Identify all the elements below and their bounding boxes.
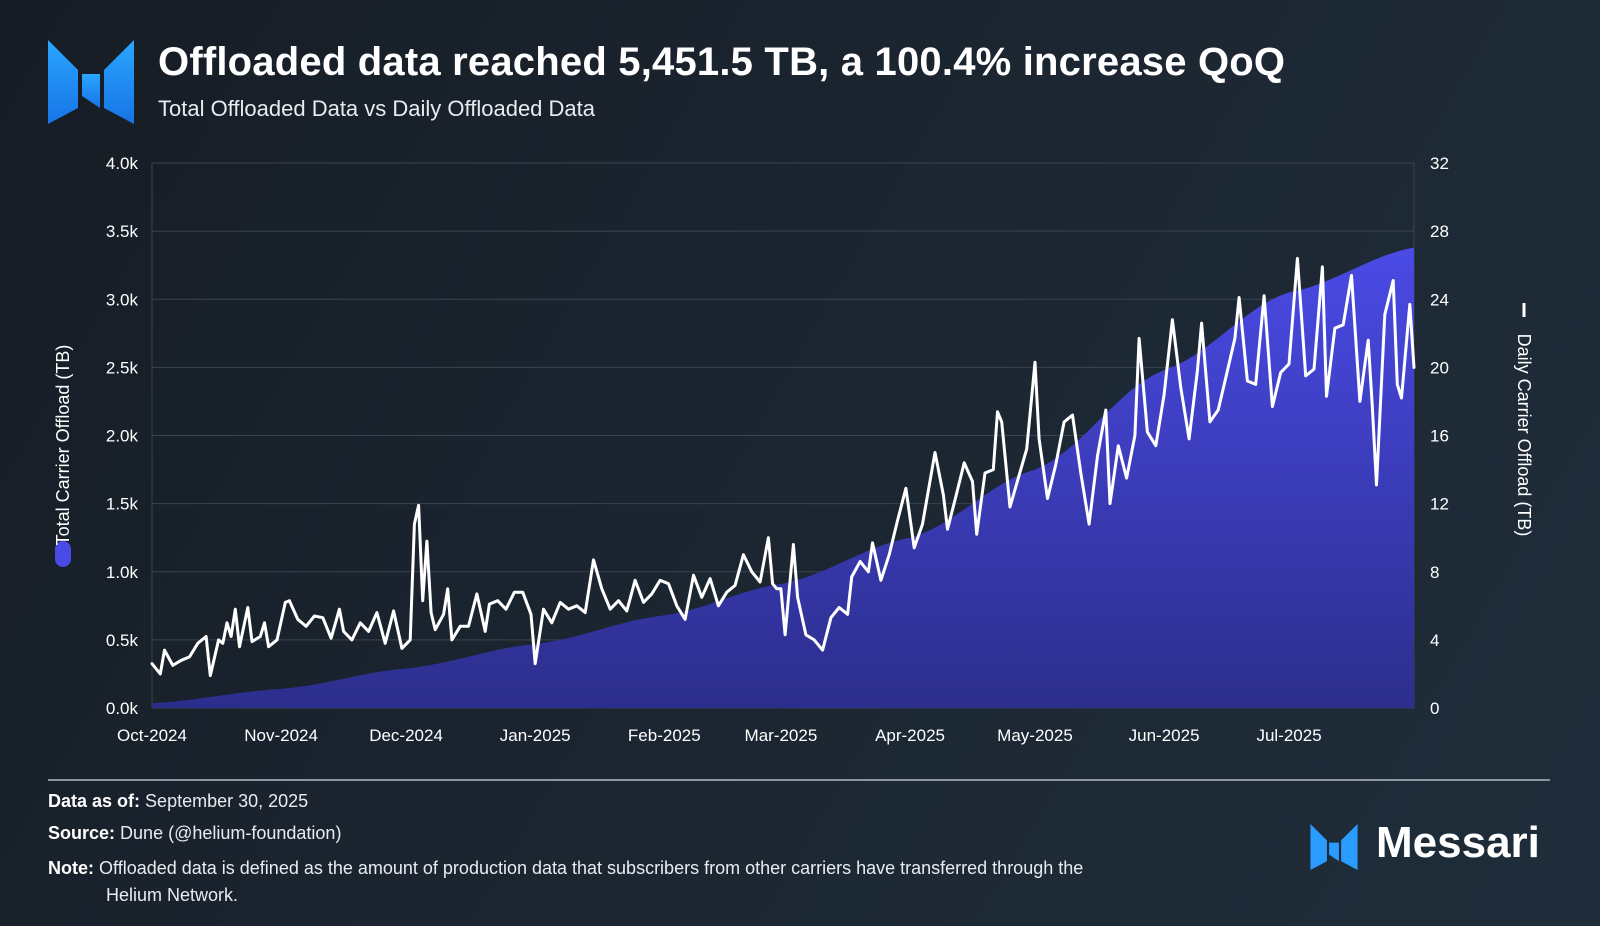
x-tick-label: Feb-2025: [628, 726, 701, 745]
messari-brand: Messari: [1310, 818, 1550, 874]
left-axis-label: Total Carrier Offload (TB): [53, 345, 73, 546]
x-tick-label: Nov-2024: [244, 726, 318, 745]
note-label: Note:: [48, 858, 94, 878]
left-tick-label: 1.5k: [106, 495, 139, 514]
right-axis-ticks: 0 4 8 12 16 20 24 28 32: [1430, 154, 1449, 718]
footer-divider: [48, 779, 1550, 781]
total-offload-area-series: [152, 247, 1414, 708]
x-tick-label: Mar-2025: [745, 726, 818, 745]
right-tick-label: 16: [1430, 427, 1449, 446]
x-tick-label: May-2025: [997, 726, 1073, 745]
messari-logo-icon: [48, 40, 134, 124]
left-tick-label: 1.0k: [106, 563, 139, 582]
note: Note: Offloaded data is defined as the a…: [48, 855, 1083, 909]
x-tick-label: Oct-2024: [117, 726, 187, 745]
chart-subtitle: Total Offloaded Data vs Daily Offloaded …: [158, 96, 595, 121]
left-tick-label: 3.5k: [106, 222, 139, 241]
right-axis-label: Daily Carrier Offload (TB): [1514, 334, 1534, 537]
note-line-2: Helium Network.: [106, 885, 239, 905]
right-axis-title: Daily Carrier Offload (TB): [1514, 303, 1534, 536]
left-tick-label: 0.0k: [106, 699, 139, 718]
source: Source: Dune (@helium-foundation): [48, 823, 341, 844]
data-as-of-value: September 30, 2025: [145, 791, 309, 811]
left-axis-ticks: 0.0k 0.5k 1.0k 1.5k 2.0k 2.5k 3.0k 3.5k 4.0k: [106, 154, 139, 718]
left-tick-label: 3.0k: [106, 290, 139, 309]
x-tick-label: Jul-2025: [1256, 726, 1321, 745]
left-tick-label: 0.5k: [106, 631, 139, 650]
right-tick-label: 8: [1430, 563, 1439, 582]
note-line-1: Offloaded data is defined as the amount …: [99, 858, 1084, 878]
chart-title: Offloaded data reached 5,451.5 TB, a 100…: [158, 40, 1286, 84]
right-tick-label: 24: [1430, 290, 1449, 309]
source-value: Dune (@helium-foundation): [120, 823, 342, 843]
axis-titles: Total Carrier Offload (TB) Daily Carrier …: [53, 303, 1534, 567]
right-tick-label: 28: [1430, 222, 1449, 241]
x-tick-label: Jan-2025: [500, 726, 571, 745]
daily-offload-line: [150, 256, 1416, 678]
left-legend-marker: [55, 541, 71, 567]
source-label: Source:: [48, 823, 116, 843]
right-tick-label: 4: [1430, 631, 1439, 650]
x-tick-label: Dec-2024: [369, 726, 443, 745]
x-tick-label: Jun-2025: [1129, 726, 1200, 745]
left-tick-label: 2.0k: [106, 427, 139, 446]
right-tick-label: 20: [1430, 358, 1449, 377]
daily-offload-line-series: [150, 256, 1416, 678]
right-tick-label: 0: [1430, 699, 1439, 718]
brand-name: Messari: [1376, 818, 1540, 867]
messari-brand-icon: [1310, 824, 1358, 870]
data-as-of-label: Data as of:: [48, 791, 141, 811]
left-axis-title: Total Carrier Offload (TB): [53, 345, 73, 567]
data-as-of: Data as of: September 30, 2025: [48, 791, 308, 812]
x-tick-label: Apr-2025: [875, 726, 945, 745]
total-offload-area: [152, 247, 1414, 708]
right-tick-label: 32: [1430, 154, 1449, 173]
left-tick-label: 2.5k: [106, 358, 139, 377]
left-tick-label: 4.0k: [106, 154, 139, 173]
right-tick-label: 12: [1430, 495, 1449, 514]
x-axis-ticks: Oct-2024 Nov-2024 Dec-2024 Jan-2025 Feb-2025…: [117, 726, 1322, 745]
chart-canvas: 0.0k 0.5k 1.0k 1.5k 2.0k 2.5k 3.0k 3.5k 4.0k 0 4 8…: [53, 154, 1534, 745]
